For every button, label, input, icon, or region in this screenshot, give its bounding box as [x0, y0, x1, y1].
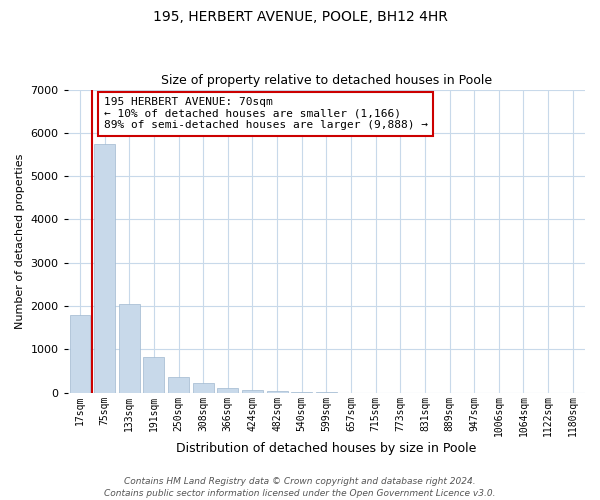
X-axis label: Distribution of detached houses by size in Poole: Distribution of detached houses by size …	[176, 442, 476, 455]
Title: Size of property relative to detached houses in Poole: Size of property relative to detached ho…	[161, 74, 492, 87]
Bar	[266, 391, 287, 392]
Bar	[119, 304, 140, 392]
Bar	[217, 388, 238, 392]
Text: 195 HERBERT AVENUE: 70sqm
← 10% of detached houses are smaller (1,166)
89% of se: 195 HERBERT AVENUE: 70sqm ← 10% of detac…	[104, 97, 428, 130]
Bar	[168, 376, 189, 392]
Bar	[70, 316, 91, 392]
Y-axis label: Number of detached properties: Number of detached properties	[15, 154, 25, 328]
Bar	[193, 382, 214, 392]
Bar	[94, 144, 115, 392]
Bar	[143, 357, 164, 392]
Bar	[242, 390, 263, 392]
Text: 195, HERBERT AVENUE, POOLE, BH12 4HR: 195, HERBERT AVENUE, POOLE, BH12 4HR	[152, 10, 448, 24]
Text: Contains HM Land Registry data © Crown copyright and database right 2024.
Contai: Contains HM Land Registry data © Crown c…	[104, 476, 496, 498]
